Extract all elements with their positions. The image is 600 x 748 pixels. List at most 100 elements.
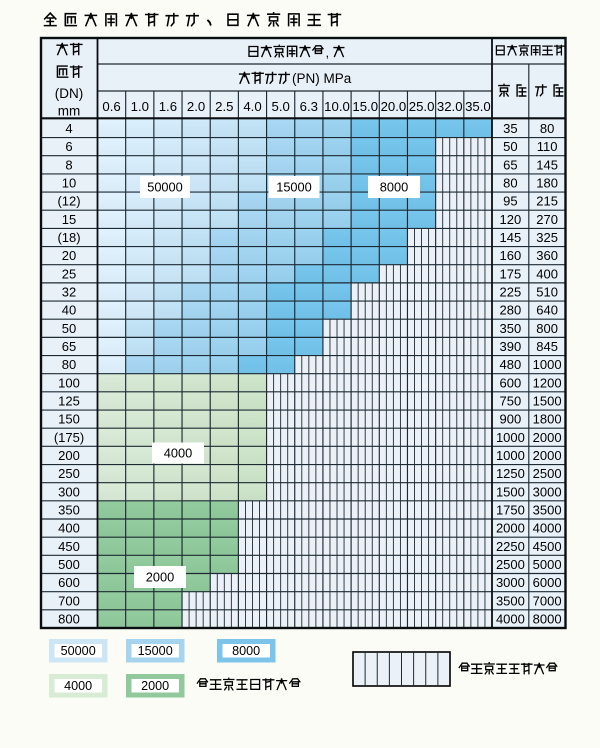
- svg-text:300: 300: [58, 484, 80, 499]
- svg-text:mm: mm: [58, 104, 81, 119]
- svg-text:15000: 15000: [138, 644, 173, 658]
- svg-text:8000: 8000: [232, 644, 260, 658]
- svg-text:2000: 2000: [533, 430, 562, 445]
- svg-text:1000: 1000: [496, 430, 525, 445]
- svg-text:225: 225: [500, 285, 522, 300]
- svg-text:800: 800: [536, 321, 558, 336]
- svg-text:3000: 3000: [496, 575, 525, 590]
- svg-text:15: 15: [62, 212, 76, 227]
- svg-text:8: 8: [65, 157, 72, 172]
- svg-text:2000: 2000: [146, 570, 174, 585]
- svg-text:35: 35: [503, 121, 517, 136]
- svg-text:160: 160: [500, 248, 522, 263]
- svg-text:480: 480: [500, 357, 522, 372]
- svg-text:1500: 1500: [496, 484, 525, 499]
- svg-text:125: 125: [58, 394, 80, 409]
- svg-text:,: ,: [326, 45, 330, 60]
- svg-text:4.0: 4.0: [243, 99, 261, 114]
- svg-text:80: 80: [503, 176, 517, 191]
- svg-text:215: 215: [536, 194, 558, 209]
- svg-text:80: 80: [540, 121, 554, 136]
- svg-text:40: 40: [62, 303, 76, 318]
- svg-text:65: 65: [503, 157, 517, 172]
- svg-text:(12): (12): [57, 194, 80, 209]
- svg-text:1800: 1800: [533, 412, 562, 427]
- svg-text:900: 900: [500, 412, 522, 427]
- svg-text:(175): (175): [54, 430, 84, 445]
- svg-text:95: 95: [503, 194, 517, 209]
- svg-text:35.0: 35.0: [465, 99, 491, 114]
- svg-text:325: 325: [536, 230, 558, 245]
- svg-text:270: 270: [536, 212, 558, 227]
- svg-text:145: 145: [536, 157, 558, 172]
- svg-text:4: 4: [65, 121, 72, 136]
- svg-text:20: 20: [62, 248, 76, 263]
- svg-text:10: 10: [62, 176, 76, 191]
- svg-text:(18): (18): [57, 230, 80, 245]
- svg-text:50000: 50000: [61, 644, 96, 658]
- svg-text:4000: 4000: [64, 679, 92, 693]
- svg-text:3500: 3500: [533, 503, 562, 518]
- svg-text:5.0: 5.0: [272, 99, 290, 114]
- svg-text:6.3: 6.3: [300, 99, 318, 114]
- svg-text:4000: 4000: [533, 521, 562, 536]
- svg-text:175: 175: [500, 266, 522, 281]
- svg-text:32: 32: [62, 285, 76, 300]
- svg-text:4000: 4000: [164, 446, 192, 461]
- svg-text:25.0: 25.0: [409, 99, 435, 114]
- svg-text:3500: 3500: [496, 593, 525, 608]
- svg-text:200: 200: [58, 448, 80, 463]
- svg-text:2000: 2000: [496, 521, 525, 536]
- svg-text:4500: 4500: [533, 539, 562, 554]
- svg-text:640: 640: [536, 303, 558, 318]
- svg-text:280: 280: [500, 303, 522, 318]
- svg-text:2000: 2000: [533, 448, 562, 463]
- svg-text:25: 25: [62, 266, 76, 281]
- svg-text:50: 50: [503, 139, 517, 154]
- svg-text:4000: 4000: [496, 612, 525, 627]
- svg-text:8000: 8000: [533, 612, 562, 627]
- svg-text:1750: 1750: [496, 503, 525, 518]
- svg-text:360: 360: [536, 248, 558, 263]
- svg-text:6000: 6000: [533, 575, 562, 590]
- svg-text:2250: 2250: [496, 539, 525, 554]
- svg-text:700: 700: [58, 593, 80, 608]
- svg-text:500: 500: [58, 557, 80, 572]
- svg-text:1.6: 1.6: [159, 99, 177, 114]
- svg-text:7000: 7000: [533, 593, 562, 608]
- svg-text:6: 6: [65, 139, 72, 154]
- svg-text:600: 600: [58, 575, 80, 590]
- svg-text:3000: 3000: [533, 484, 562, 499]
- svg-text:2.0: 2.0: [187, 99, 205, 114]
- svg-text:50: 50: [62, 321, 76, 336]
- svg-text:350: 350: [58, 503, 80, 518]
- svg-text:390: 390: [500, 339, 522, 354]
- svg-text:110: 110: [537, 139, 558, 154]
- svg-text:8000: 8000: [380, 180, 408, 195]
- svg-text:5000: 5000: [533, 557, 562, 572]
- svg-text:2.5: 2.5: [215, 99, 233, 114]
- svg-text:845: 845: [536, 339, 558, 354]
- svg-text:32.0: 32.0: [437, 99, 463, 114]
- svg-text:1.0: 1.0: [131, 99, 149, 114]
- svg-text:400: 400: [536, 266, 558, 281]
- svg-text:1000: 1000: [496, 448, 525, 463]
- svg-text:2000: 2000: [141, 679, 169, 693]
- svg-text:800: 800: [58, 612, 80, 627]
- svg-text:1000: 1000: [533, 357, 562, 372]
- svg-text:450: 450: [58, 539, 80, 554]
- svg-text:10.0: 10.0: [324, 99, 350, 114]
- svg-text:65: 65: [62, 339, 76, 354]
- svg-text:250: 250: [58, 466, 80, 481]
- svg-text:1250: 1250: [496, 466, 525, 481]
- svg-text:150: 150: [58, 412, 80, 427]
- svg-text:(DN): (DN): [55, 86, 84, 101]
- svg-text:80: 80: [62, 357, 76, 372]
- svg-text:2500: 2500: [496, 557, 525, 572]
- svg-text:120: 120: [500, 212, 522, 227]
- svg-text:50000: 50000: [147, 180, 183, 195]
- svg-text:400: 400: [58, 521, 80, 536]
- svg-text:1500: 1500: [533, 394, 562, 409]
- svg-text:2500: 2500: [533, 466, 562, 481]
- svg-text:15.0: 15.0: [352, 99, 378, 114]
